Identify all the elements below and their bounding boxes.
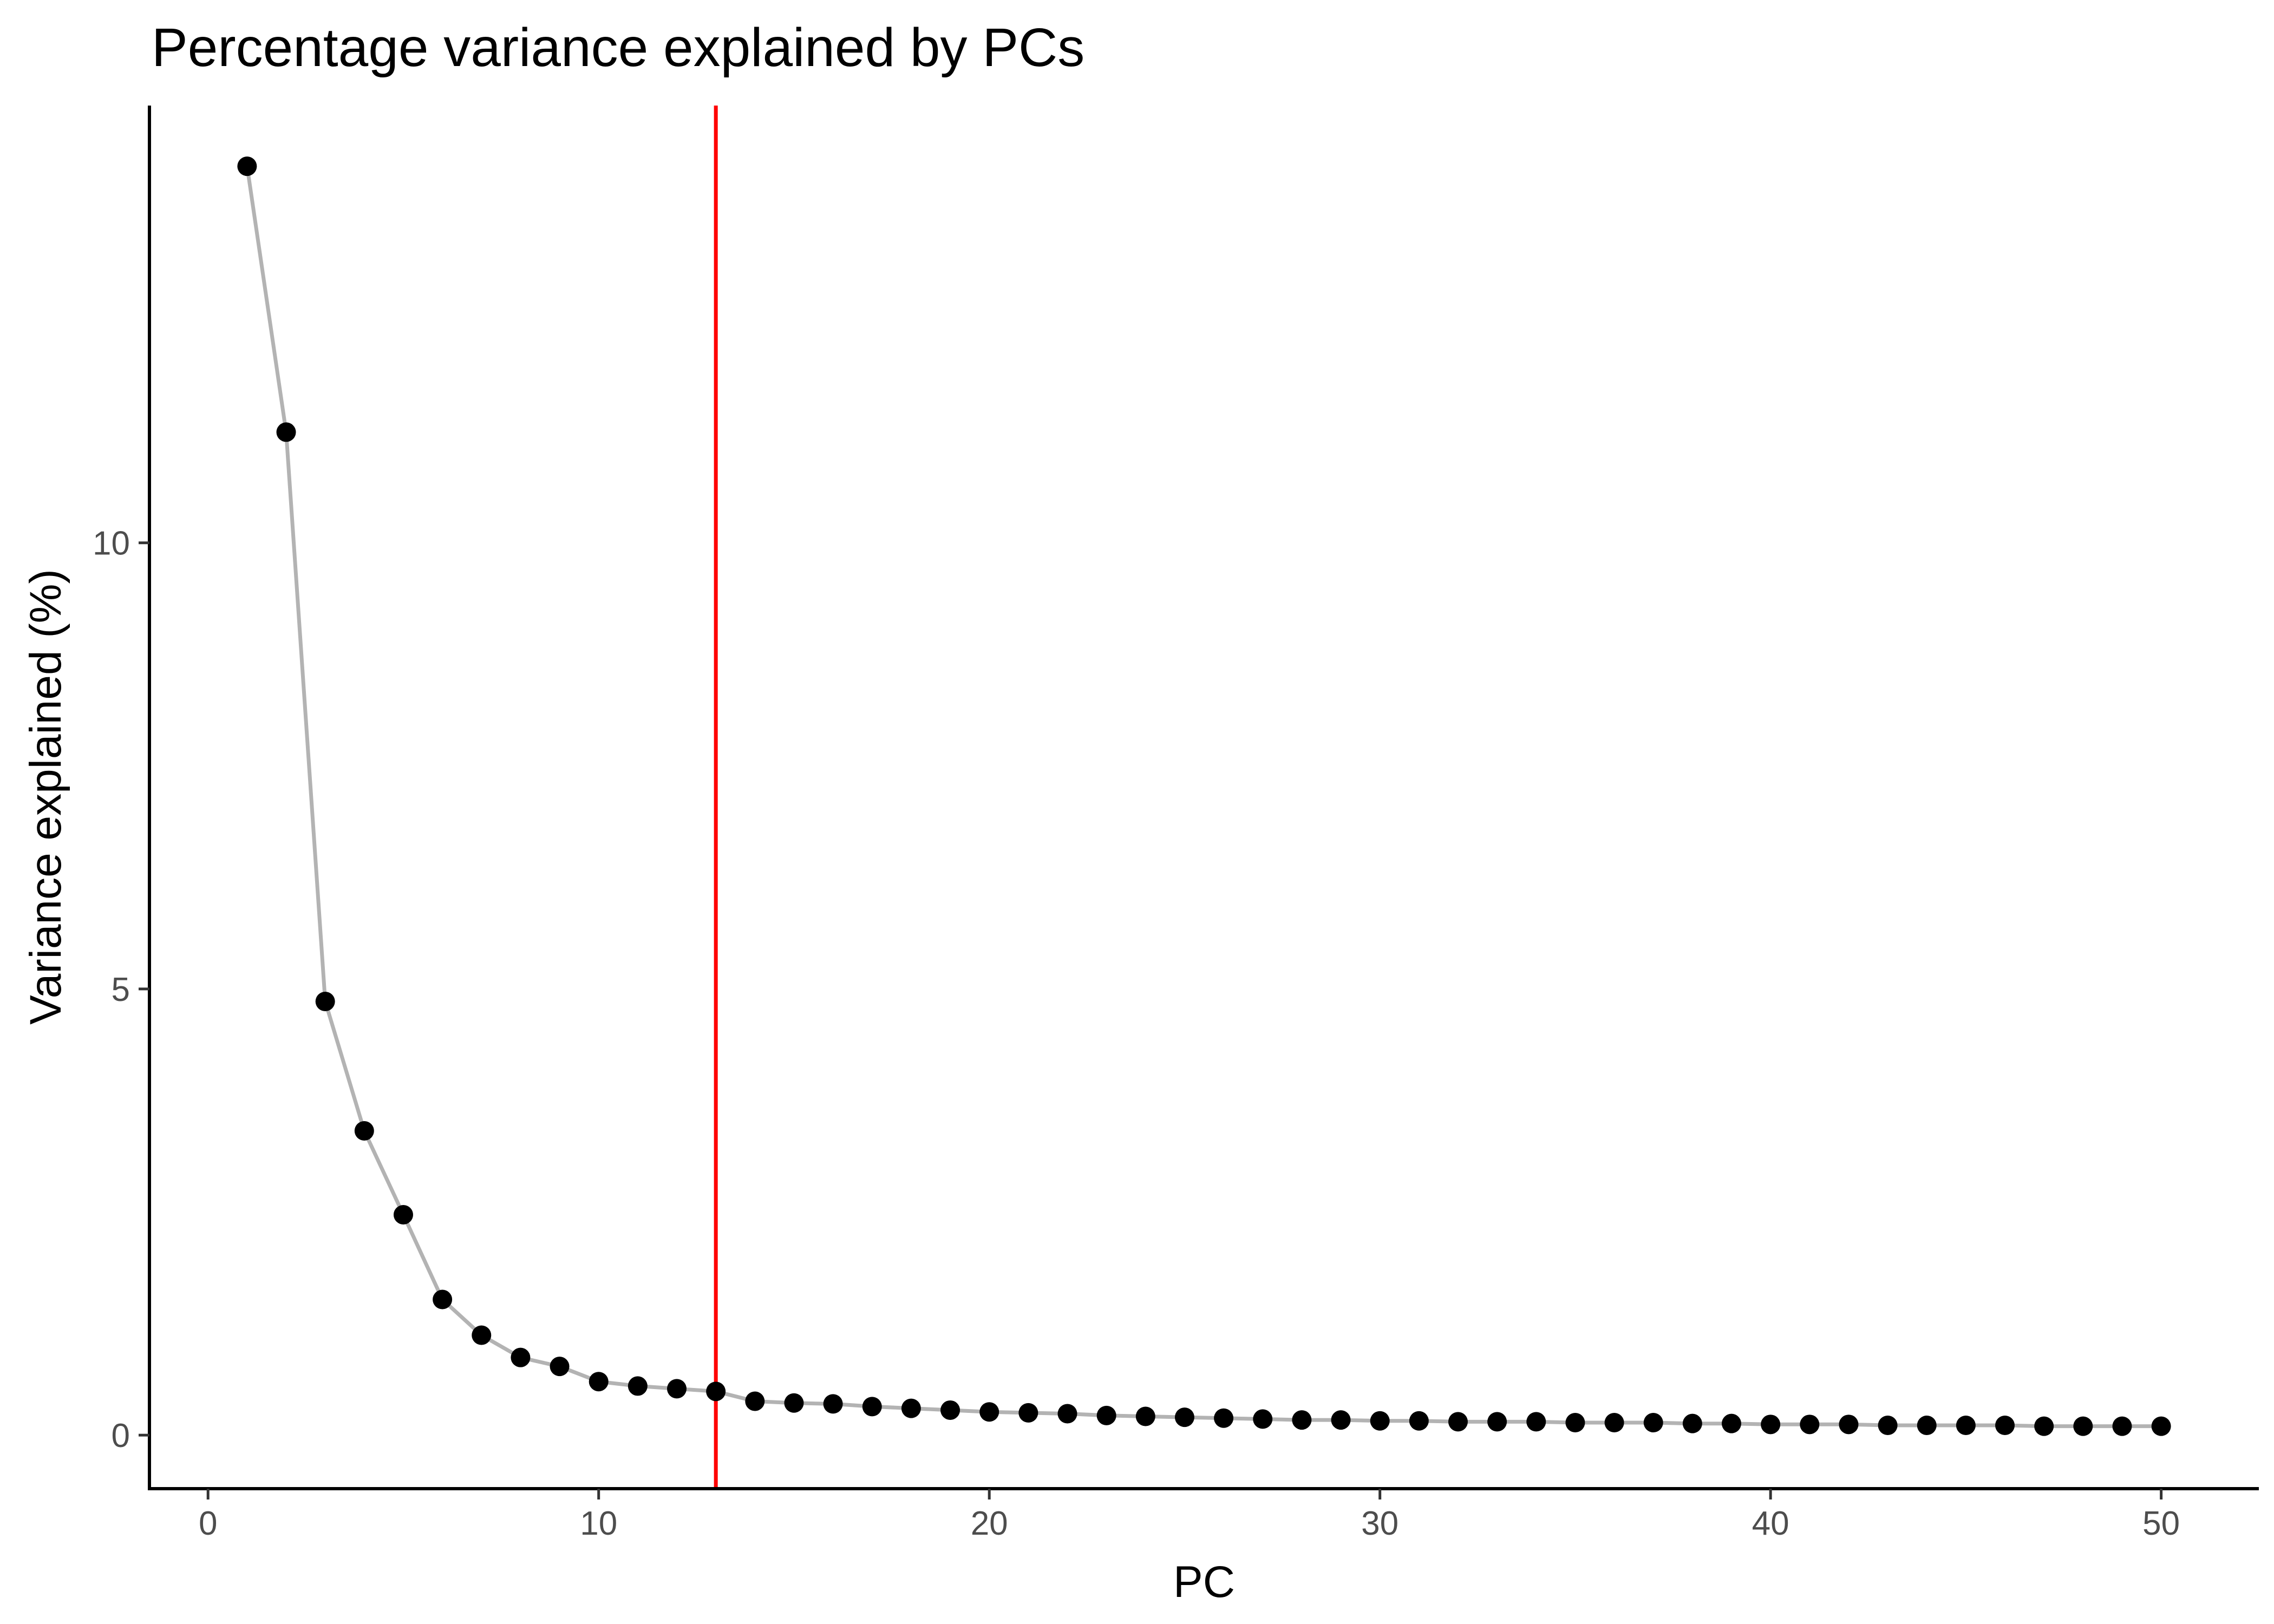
data-point-pc-17: [862, 1397, 882, 1417]
x-tick-label: 40: [1752, 1505, 1789, 1542]
data-point-pc-39: [1722, 1413, 1741, 1433]
data-point-pc-36: [1604, 1413, 1624, 1433]
x-tick-label: 50: [2142, 1505, 2180, 1542]
series-line-0: [245, 166, 2161, 1429]
data-point-pc-23: [1096, 1405, 1116, 1425]
data-point-pc-18: [901, 1398, 921, 1418]
data-point-pc-33: [1487, 1412, 1507, 1432]
y-tick-label: 0: [112, 1417, 130, 1455]
y-tick-label: 10: [93, 525, 130, 562]
data-point-pc-26: [1214, 1408, 1234, 1428]
data-point-pc-28: [1292, 1410, 1312, 1430]
data-point-pc-13: [706, 1381, 726, 1402]
data-point-pc-16: [823, 1394, 843, 1414]
data-point-pc-50: [2151, 1416, 2171, 1436]
data-point-pc-48: [2073, 1416, 2093, 1436]
data-point-pc-44: [1917, 1415, 1937, 1435]
data-point-pc-29: [1331, 1410, 1351, 1430]
data-point-pc-30: [1370, 1411, 1390, 1431]
data-point-pc-1: [237, 156, 257, 176]
data-point-pc-20: [979, 1402, 999, 1422]
chart-title: Percentage variance explained by PCs: [152, 17, 1084, 78]
data-point-pc-3: [315, 991, 335, 1011]
data-point-pc-11: [628, 1376, 648, 1396]
plot-area: [237, 106, 2171, 1489]
data-point-pc-14: [745, 1391, 765, 1411]
x-tick-label: 30: [1361, 1505, 1399, 1542]
data-point-pc-27: [1253, 1409, 1273, 1429]
data-point-pc-22: [1057, 1404, 1077, 1424]
x-tick-label: 20: [971, 1505, 1008, 1542]
x-axis-title: PC: [1173, 1557, 1235, 1607]
data-point-pc-47: [2034, 1416, 2054, 1436]
data-point-pc-5: [393, 1204, 413, 1224]
x-tick-label: 10: [580, 1505, 617, 1542]
data-point-pc-6: [433, 1289, 453, 1309]
data-point-pc-49: [2112, 1416, 2132, 1436]
data-point-pc-46: [1995, 1415, 2015, 1435]
data-point-pc-21: [1018, 1403, 1038, 1423]
data-point-pc-12: [667, 1379, 687, 1399]
data-point-pc-7: [472, 1325, 492, 1345]
x-tick-label: 0: [199, 1505, 217, 1542]
data-point-pc-9: [550, 1357, 570, 1377]
data-point-pc-32: [1448, 1412, 1468, 1432]
data-point-pc-41: [1800, 1415, 1820, 1435]
data-point-pc-19: [940, 1400, 960, 1420]
data-point-pc-34: [1526, 1412, 1546, 1432]
data-point-pc-43: [1878, 1415, 1898, 1435]
y-axis-title: Variance explained (%): [21, 569, 70, 1025]
data-point-pc-38: [1682, 1413, 1702, 1433]
y-tick-label: 5: [112, 971, 130, 1009]
data-point-pc-40: [1761, 1415, 1781, 1435]
data-point-pc-37: [1643, 1413, 1663, 1433]
data-point-pc-8: [511, 1347, 531, 1367]
data-point-pc-4: [354, 1121, 374, 1141]
data-point-pc-35: [1565, 1413, 1585, 1433]
data-point-pc-10: [589, 1372, 609, 1392]
data-point-pc-25: [1174, 1407, 1194, 1427]
data-point-pc-45: [1956, 1415, 1976, 1435]
data-point-pc-2: [276, 422, 296, 442]
x-axis-ticks: 0 10 20 30 40 50: [199, 1489, 2180, 1542]
data-point-pc-24: [1135, 1406, 1155, 1426]
data-point-pc-42: [1839, 1415, 1859, 1435]
y-axis-ticks: 0 5 10: [93, 525, 149, 1455]
data-point-pc-15: [784, 1393, 804, 1413]
data-point-pc-31: [1409, 1411, 1429, 1431]
